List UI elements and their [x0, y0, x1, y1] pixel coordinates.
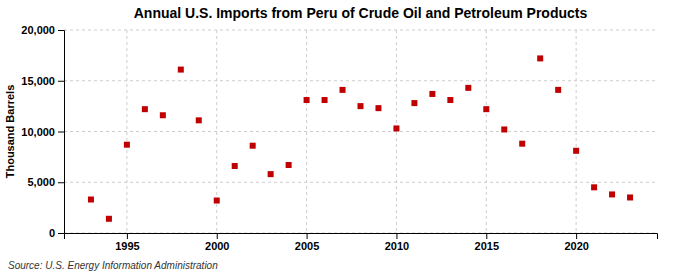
point [591, 184, 597, 190]
point [250, 143, 256, 149]
tick-mark [58, 233, 64, 234]
grid-line [64, 131, 657, 132]
x-axis: 1995 2000 2005 2010 2015 2020 [65, 233, 658, 252]
tick: 5,000 [27, 176, 64, 188]
grid-line [64, 182, 657, 183]
point [447, 97, 453, 103]
tick-label: 2020 [564, 240, 588, 252]
axis-line [65, 234, 658, 240]
point [537, 55, 543, 61]
point [411, 100, 417, 106]
tick-mark [127, 233, 128, 239]
tick: 2000 [205, 233, 229, 252]
point [358, 103, 364, 109]
point [142, 106, 148, 112]
tick-mark [396, 233, 397, 239]
tick-mark [576, 233, 577, 239]
tick: 2015 [475, 233, 499, 252]
tick-label: 2015 [475, 240, 499, 252]
point [124, 142, 130, 148]
tick-mark [58, 30, 64, 31]
grid-line [64, 30, 657, 31]
point [555, 87, 561, 93]
point [322, 97, 328, 103]
tick: 15,000 [21, 75, 64, 87]
tick: 2005 [295, 233, 319, 252]
tick-mark [217, 233, 218, 239]
point [501, 126, 507, 132]
point [88, 197, 94, 203]
point [286, 162, 292, 168]
tick: 2020 [564, 233, 588, 252]
y-axis: 0 5,000 10,000 15,000 20,000 [21, 24, 64, 239]
tick-mark [486, 233, 487, 239]
point [573, 148, 579, 154]
point [627, 194, 633, 200]
grid-line [576, 30, 577, 233]
point [178, 67, 184, 73]
tick: 1995 [115, 233, 139, 252]
tick-mark [307, 233, 308, 239]
tick-label: 15,000 [21, 75, 55, 87]
point [519, 141, 525, 147]
tick-label: 0 [49, 227, 55, 239]
point [214, 198, 220, 204]
plot: 1995 2000 2005 2010 2015 2020 0 5,000 10,000 15,0… [21, 24, 657, 252]
point [465, 85, 471, 91]
tick-label: 2010 [385, 240, 409, 252]
point [268, 171, 274, 177]
tick-label: 10,000 [21, 126, 55, 138]
title: Annual U.S. Imports from Peru of Crude O… [134, 5, 588, 21]
point [196, 117, 202, 123]
tick-label: 20,000 [21, 24, 55, 36]
grid-line [306, 30, 307, 233]
tick: 0 [49, 227, 64, 239]
tick: 10,000 [21, 126, 64, 138]
point [304, 97, 310, 103]
point [232, 163, 238, 169]
y-axis-title: Thousand Barrels [4, 85, 16, 179]
grid-line [396, 30, 397, 233]
grid [64, 30, 657, 233]
tick-mark [58, 132, 64, 133]
grid-line [486, 30, 487, 233]
point [106, 216, 112, 222]
point [609, 191, 615, 197]
tick-label: 1995 [115, 240, 139, 252]
points [88, 55, 633, 221]
tick-mark [58, 182, 64, 183]
source: Source: U.S. Energy Information Administ… [8, 260, 218, 271]
grid-line [126, 30, 127, 233]
axis-line [58, 31, 65, 234]
tick: 2010 [385, 233, 409, 252]
point [483, 106, 489, 112]
tick-label: 2000 [205, 240, 229, 252]
tick: 20,000 [21, 24, 64, 36]
chart: 1995 2000 2005 2010 2015 2020 0 5,000 10,000 15,0… [0, 0, 675, 275]
point [160, 112, 166, 118]
point [429, 91, 435, 97]
tick-label: 2005 [295, 240, 319, 252]
point [393, 125, 399, 131]
point [340, 87, 346, 93]
tick-label: 5,000 [27, 176, 55, 188]
point [375, 105, 381, 111]
grid-line [64, 80, 657, 81]
tick-mark [58, 81, 64, 82]
